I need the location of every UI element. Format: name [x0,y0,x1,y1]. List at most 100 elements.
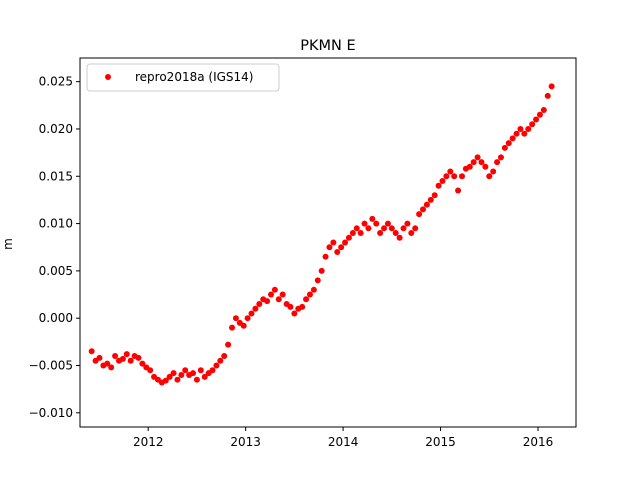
data-point [127,357,134,364]
data-point [513,130,520,137]
data-point [420,206,427,213]
data-point [482,163,489,170]
y-tick-label: 0.020 [39,122,73,136]
data-point [384,220,391,227]
data-point [521,130,528,137]
data-point [455,187,462,194]
data-point [377,230,384,237]
y-axis-label: m [1,238,15,250]
data-point [271,286,278,293]
data-point [533,116,540,123]
data-point [232,315,239,322]
x-tick-label: 2012 [133,435,164,449]
data-point [178,371,185,378]
data-point [96,354,103,361]
y-tick-label: 0.010 [39,217,73,231]
legend: repro2018a (IGS14) [86,63,280,92]
y-tick-label: 0.000 [39,311,73,325]
data-point [365,225,372,232]
data-point [529,121,536,128]
data-point [201,373,208,380]
data-point [416,211,423,218]
data-point [193,376,200,383]
data-point [396,234,403,241]
data-point [423,201,430,208]
data-point [213,362,220,369]
data-point [123,351,130,358]
data-point [392,230,399,237]
data-point [361,220,368,227]
data-point [166,373,173,380]
data-point [338,244,345,251]
data-point [408,230,415,237]
data-point [330,239,337,246]
data-point [400,225,407,232]
x-tick-label: 2016 [523,435,554,449]
data-point [388,225,395,232]
data-point [229,324,236,331]
data-point [322,253,329,260]
data-point [404,220,411,227]
data-point [139,360,146,367]
data-point [458,173,465,180]
data-point [470,159,477,166]
data-point [197,367,204,374]
data-point [466,163,473,170]
data-point [345,234,352,241]
data-point [174,376,181,383]
data-point [427,196,434,203]
legend-marker-repro2018a [105,74,111,80]
data-point [478,159,485,166]
data-point [447,168,454,175]
data-point [267,291,274,298]
data-point [505,140,512,147]
data-point [182,367,189,374]
data-point [548,83,555,90]
x-tick-label: 2014 [328,435,359,449]
data-point [147,367,154,374]
data-point [342,239,349,246]
data-point [494,159,501,166]
data-point [497,154,504,161]
data-point [275,296,282,303]
data-point [490,168,497,175]
data-point [299,303,306,310]
data-point [486,173,493,180]
x-tick-label: 2013 [230,435,261,449]
data-point [119,355,126,362]
data-point [306,291,313,298]
data-point [412,225,419,232]
legend-box [86,63,280,92]
data-point [252,305,259,312]
data-point [501,144,508,151]
x-tick-label: 2015 [425,435,456,449]
data-point [209,367,216,374]
data-point [373,220,380,227]
y-tick-label: −0.005 [29,359,73,373]
data-point [357,230,364,237]
data-point [517,125,524,132]
data-point [244,315,251,322]
data-point [349,230,356,237]
y-tick-label: −0.010 [29,406,73,420]
data-point [279,291,286,298]
legend-label-repro2018a: repro2018a (IGS14) [135,70,253,84]
data-point [353,225,360,232]
y-tick-label: 0.025 [39,75,73,89]
data-point [443,173,450,180]
chart-title: PKMN E [300,38,355,54]
data-point [264,298,271,305]
data-point [540,107,547,114]
data-point [162,377,169,384]
data-point [221,353,228,360]
data-point [170,370,177,377]
data-point [431,192,438,199]
data-point [310,286,317,293]
data-point [104,360,111,367]
y-tick-label: 0.005 [39,264,73,278]
data-point [381,225,388,232]
data-point [108,364,115,371]
plot-area: 2012 2013 2014 2015 2016 −0.010 −0.005 0.000 0.0… [29,57,577,449]
data-point [112,353,119,360]
